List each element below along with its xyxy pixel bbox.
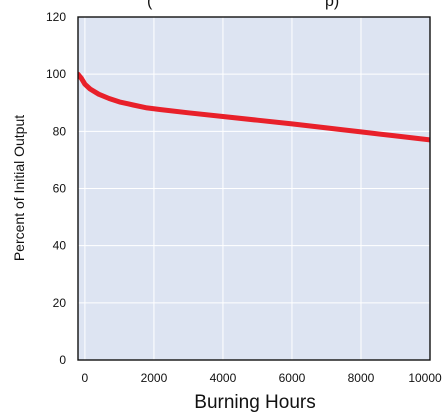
x-tick-label: 6000 bbox=[279, 371, 306, 385]
x-tick-label: 4000 bbox=[210, 371, 237, 385]
y-tick-label: 100 bbox=[46, 67, 66, 81]
x-axis: 0 2000 4000 6000 8000 10000 bbox=[82, 371, 442, 385]
y-axis: 0 20 40 60 80 100 120 bbox=[46, 10, 66, 367]
x-tick-label: 2000 bbox=[141, 371, 168, 385]
x-axis-title: Burning Hours bbox=[194, 392, 315, 413]
chart-title-fragment-right: p) bbox=[325, 0, 339, 10]
grid-lines bbox=[78, 17, 430, 360]
y-tick-label: 20 bbox=[53, 296, 67, 310]
y-tick-label: 40 bbox=[53, 239, 67, 253]
x-tick-label: 0 bbox=[82, 371, 89, 385]
y-tick-label: 80 bbox=[53, 124, 67, 138]
series-line bbox=[78, 71, 430, 143]
chart-title-fragment-left: ( bbox=[147, 0, 153, 10]
x-tick-label: 8000 bbox=[348, 371, 375, 385]
data-series bbox=[78, 71, 430, 143]
y-axis-title: Percent of Initial Output bbox=[11, 115, 27, 261]
plot-frame bbox=[77, 16, 431, 361]
x-tick-label: 10000 bbox=[408, 371, 442, 385]
y-tick-label: 60 bbox=[53, 182, 67, 196]
y-tick-label: 120 bbox=[46, 10, 66, 24]
y-tick-label: 0 bbox=[59, 353, 66, 367]
